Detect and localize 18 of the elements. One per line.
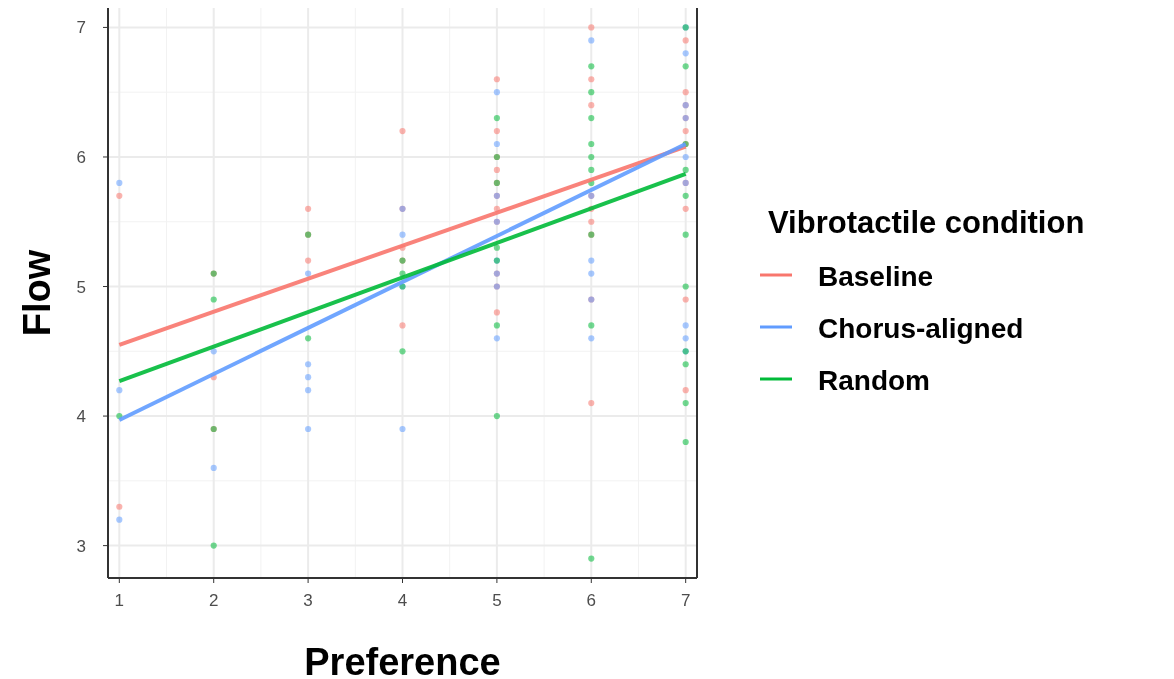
- y-axis-title: Flow: [16, 249, 58, 337]
- y-tick-label: 6: [76, 147, 86, 167]
- x-tick-label: 2: [208, 591, 219, 610]
- y-tick-label: 7: [76, 18, 86, 38]
- x-tick-label: 3: [303, 591, 313, 610]
- legend-label: Chorus-aligned: [818, 313, 1024, 344]
- y-tick-label: 3: [76, 536, 86, 556]
- legend-title: Vibrotactile condition: [768, 205, 1085, 240]
- x-tick-label: 1: [114, 591, 125, 610]
- y-tick-label: 5: [76, 277, 86, 297]
- legend-label: Random: [818, 365, 930, 396]
- x-tick-label: 6: [586, 591, 597, 610]
- x-tick-label: 4: [397, 591, 408, 610]
- legend-label: Baseline: [818, 261, 934, 292]
- x-tick-label: 7: [680, 591, 691, 610]
- y-tick-label: 4: [76, 407, 86, 427]
- x-tick-label: 5: [492, 591, 502, 610]
- x-axis-title: Preference: [304, 641, 501, 679]
